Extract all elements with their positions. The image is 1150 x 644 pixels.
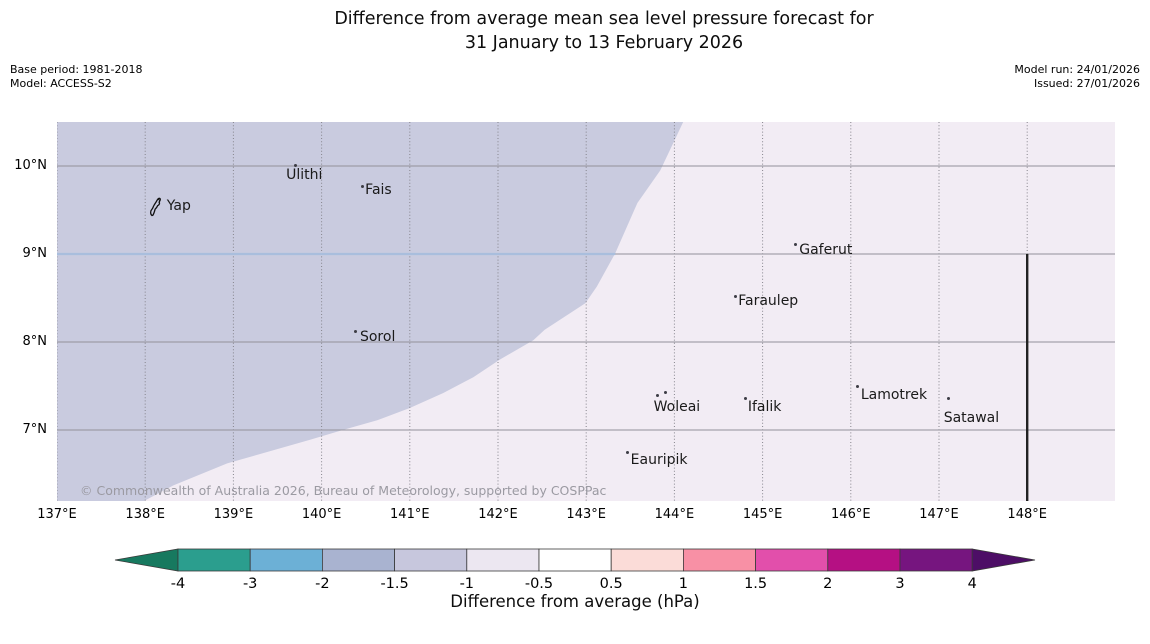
colorbar-tick: -3 bbox=[243, 576, 257, 592]
colorbar-cell bbox=[683, 548, 757, 572]
island-label: Fais bbox=[365, 182, 392, 199]
model-label: Model: ACCESS-S2 bbox=[10, 77, 112, 90]
colorbar-tick: -2 bbox=[315, 576, 329, 592]
island-marker bbox=[856, 385, 860, 389]
colorbar-over-arrow bbox=[971, 548, 1036, 572]
longitude-tick-label: 143°E bbox=[566, 507, 606, 522]
colorbar-cell bbox=[827, 548, 901, 572]
island-label: Woleai bbox=[653, 398, 701, 415]
anomaly-zone-strong bbox=[57, 122, 684, 501]
longitude-tick-label: 138°E bbox=[125, 507, 165, 522]
island-marker bbox=[626, 451, 630, 455]
latitude-tick-label: 10°N bbox=[14, 158, 47, 173]
colorbar-cell bbox=[610, 548, 684, 572]
island-marker bbox=[744, 396, 748, 400]
island-marker bbox=[733, 294, 737, 298]
copyright-notice: © Commonwealth of Australia 2026, Bureau… bbox=[80, 483, 607, 498]
island-label: Faraulep bbox=[738, 293, 799, 310]
island-label: Eauripik bbox=[630, 451, 688, 468]
island-marker bbox=[354, 329, 358, 333]
island-marker bbox=[947, 396, 951, 400]
latitude-tick-label: 9°N bbox=[22, 246, 48, 261]
island-label: Ifalik bbox=[747, 399, 782, 416]
colorbar-tick: 4 bbox=[968, 576, 977, 592]
latitude-tick-label: 8°N bbox=[22, 334, 48, 349]
colorbar-cell bbox=[177, 548, 251, 572]
page-title: Difference from average mean sea level p… bbox=[58, 7, 1150, 55]
colorbar-tick: 0.5 bbox=[600, 576, 623, 592]
island-marker bbox=[793, 242, 797, 246]
island-label: Sorol bbox=[359, 329, 396, 346]
colorbar-title: Difference from average (hPa) bbox=[450, 592, 700, 611]
longitude-tick-label: 137°E bbox=[37, 507, 77, 522]
pressure-anomaly-field bbox=[57, 122, 1115, 501]
island-label: Lamotrek bbox=[860, 386, 928, 403]
longitude-tick-label: 146°E bbox=[831, 507, 871, 522]
model-metadata-left: Base period: 1981-2018 Model: ACCESS-S2 bbox=[10, 63, 142, 91]
longitude-tick-label: 141°E bbox=[390, 507, 430, 522]
model-metadata-right: Model run: 24/01/2026 Issued: 27/01/2026 bbox=[1014, 63, 1140, 91]
island-label: Satawal bbox=[943, 410, 1000, 427]
map-canvas: Yap Ulithi Fais Sorol Gaferut Faraulep Woleai I… bbox=[57, 122, 1115, 501]
colorbar-tick: -1.5 bbox=[380, 576, 408, 592]
island-marker bbox=[656, 394, 660, 398]
model-run-label: Model run: 24/01/2026 bbox=[1014, 63, 1140, 76]
colorbar-cell bbox=[321, 548, 395, 572]
island-marker bbox=[360, 184, 364, 188]
colorbar-cell bbox=[466, 548, 540, 572]
colorbar-cell bbox=[249, 548, 323, 572]
base-period-label: Base period: 1981-2018 bbox=[10, 63, 143, 76]
colorbar: -4 -3 -2 -1.5 -1 -0.5 0.5 1 1.5 2 3 4 bbox=[114, 548, 1036, 592]
island-marker bbox=[664, 391, 668, 395]
latitude-tick-label: 7°N bbox=[22, 422, 48, 437]
colorbar-tick: 1 bbox=[679, 576, 688, 592]
colorbar-cell bbox=[755, 548, 829, 572]
longitude-tick-label: 147°E bbox=[919, 507, 959, 522]
longitude-tick-label: 142°E bbox=[478, 507, 518, 522]
issued-label: Issued: 27/01/2026 bbox=[1033, 77, 1140, 90]
colorbar-tick: -0.5 bbox=[525, 576, 553, 592]
colorbar-tick: 3 bbox=[895, 576, 904, 592]
longitude-tick-label: 145°E bbox=[742, 507, 783, 522]
colorbar-under-arrow bbox=[114, 548, 179, 572]
title-line-1: Difference from average mean sea level p… bbox=[334, 9, 874, 29]
colorbar-cell bbox=[899, 548, 973, 572]
colorbar-cell bbox=[538, 548, 612, 572]
longitude-tick-label: 140°E bbox=[301, 507, 342, 522]
island-label: Ulithi bbox=[286, 167, 323, 184]
title-line-2: 31 January to 13 February 2026 bbox=[464, 33, 744, 53]
colorbar-tick: 1.5 bbox=[744, 576, 767, 592]
colorbar-cell bbox=[394, 548, 468, 572]
island-marker bbox=[293, 163, 297, 167]
island-label: Gaferut bbox=[799, 242, 853, 259]
colorbar-tick: -4 bbox=[171, 576, 185, 592]
island-label: Yap bbox=[166, 198, 191, 215]
longitude-tick-label: 148°E bbox=[1007, 507, 1047, 522]
longitude-tick-label: 144°E bbox=[654, 507, 695, 522]
colorbar-tick: 2 bbox=[823, 576, 832, 592]
longitude-tick-label: 139°E bbox=[213, 507, 254, 522]
colorbar-tick: -1 bbox=[460, 576, 474, 592]
